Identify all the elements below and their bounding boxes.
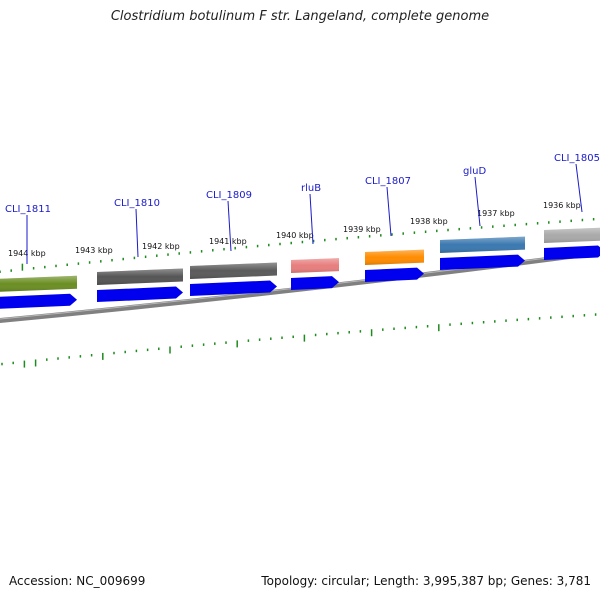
gene-label-cli_1809: CLI_1809 [206, 190, 252, 201]
gene-leader-line [135, 208, 139, 258]
cds-arrow-cli_1811 [0, 293, 77, 309]
gene-label-cli_1807: CLI_1807 [365, 176, 411, 187]
cds-arrow-cli_1805 [544, 245, 600, 260]
gene-labels: CLI_1811 CLI_1810 CLI_1809 rluB CLI_1807 gluD… [5, 153, 600, 264]
gene-leader-line [386, 186, 392, 237]
gene-label-rlub: rluB [301, 183, 321, 194]
gene-leader-line [309, 193, 314, 245]
cds-arrows [0, 245, 600, 309]
kbp-label: 1943 kbp [75, 246, 113, 255]
gene-features [0, 227, 600, 292]
kbp-label: 1938 kbp [410, 217, 448, 226]
cds-arrow-glud [440, 254, 525, 270]
gene-feature-shine [190, 262, 277, 279]
gene-feature-shine [0, 275, 77, 292]
kbp-label: 1940 kbp [276, 231, 314, 240]
gene-feature-shine [291, 258, 339, 273]
gene-feature-shine [365, 249, 424, 265]
cds-arrow-rlub [291, 276, 339, 290]
gene-label-cli_1810: CLI_1810 [114, 198, 160, 209]
gene-feature-shine [97, 268, 183, 285]
kbp-label: 1936 kbp [543, 201, 581, 210]
outer-tick-track [0, 217, 595, 273]
gene-label-cli_1811: CLI_1811 [5, 204, 51, 215]
accession-label: Accession: NC_009699 [9, 574, 146, 588]
inner-tick-track [1, 313, 597, 368]
cds-arrow-cli_1810 [97, 286, 183, 302]
kbp-label: 1942 kbp [142, 242, 180, 251]
kbp-label: 1941 kbp [209, 237, 247, 246]
gene-label-glud: gluD [463, 166, 486, 177]
gene-leader-line [227, 200, 232, 252]
topology-label: Topology: circular; Length: 3,995,387 bp… [261, 574, 591, 588]
map-title: Clostridium botulinum F str. Langeland, … [110, 9, 490, 24]
cds-arrow-cli_1809 [190, 280, 277, 296]
gene-label-cli_1805: CLI_1805 [554, 153, 600, 164]
gene-leader-line [575, 163, 583, 213]
cds-arrow-cli_1807 [365, 267, 424, 282]
gene-feature-shine [544, 227, 600, 243]
kbp-label: 1939 kbp [343, 225, 381, 234]
gene-leader-line [474, 176, 481, 227]
kbp-label: 1937 kbp [477, 209, 515, 218]
gene-feature-shine [440, 236, 525, 253]
